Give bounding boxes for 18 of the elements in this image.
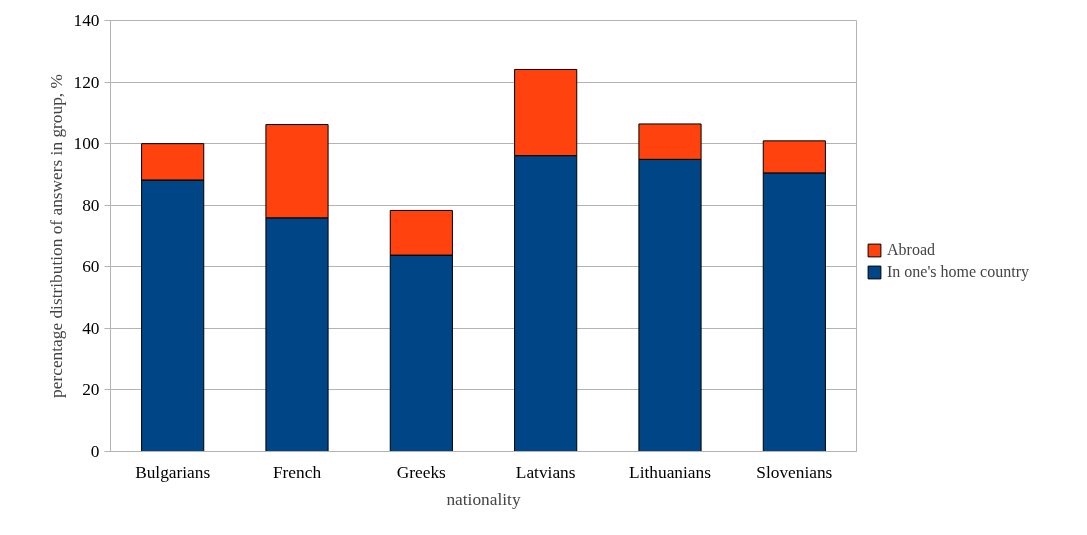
y-tick-label: 80 <box>82 195 100 215</box>
x-tick-label: Greeks <box>396 462 447 482</box>
y-tick-label: 100 <box>73 134 100 154</box>
x-tick-label: Latvians <box>515 462 576 482</box>
y-axis-title: percentage distribution of answers in group, % <box>46 74 66 398</box>
x-tick-label: Bulgarians <box>135 462 211 482</box>
y-tick-label: 40 <box>82 318 100 338</box>
y-tick-label: 20 <box>82 380 100 400</box>
x-tick-label: Lithuanians <box>629 462 712 482</box>
x-tick-label: French <box>272 462 322 482</box>
legend-label: Abroad <box>887 241 935 259</box>
y-tick-label: 60 <box>82 257 100 277</box>
x-axis-title: nationality <box>446 489 521 509</box>
x-tick-label: Slovenians <box>756 462 833 482</box>
y-tick-label: 140 <box>73 11 100 30</box>
y-tick-label: 120 <box>73 72 100 92</box>
legend-label: In one's home country <box>887 263 1029 281</box>
y-tick-label: 0 <box>90 442 100 461</box>
